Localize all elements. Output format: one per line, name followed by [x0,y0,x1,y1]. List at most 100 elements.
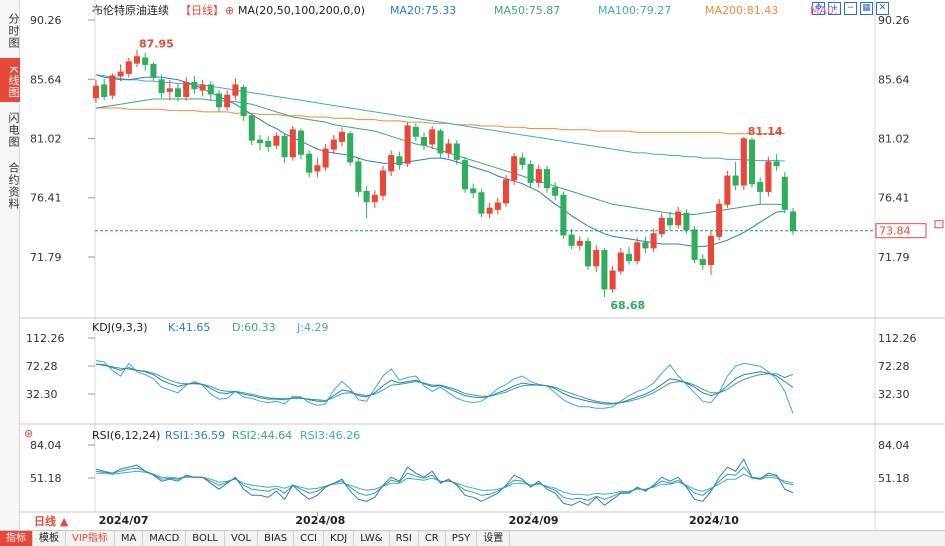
candle-down [666,217,674,226]
tab-flash[interactable]: 闪电图 [7,112,20,148]
kdj-title: KDJ(9,3,3) [92,321,148,334]
candle-up [273,135,280,146]
candle-up [765,161,772,192]
grid-icon[interactable]: ▦ [860,2,873,15]
date-axis: 2024/07 2024/08 2024/09 2024/10 [99,512,739,527]
price-annotations: 87.95 68.68 81.14 [139,38,783,312]
target-icon[interactable]: ⊛ [24,427,33,440]
date-label: 2024/10 [689,514,739,527]
bottom-tab-5[interactable]: MACD [143,531,187,546]
rsi-title: RSI(6,12,24) [92,429,160,442]
candle-down [552,187,559,196]
candle-down [789,211,797,232]
price-tick-right: 71.79 [878,251,910,264]
date-label: 2024/09 [509,514,559,527]
candle-down [732,175,739,186]
candle-up [232,84,239,96]
candle-down [543,169,551,189]
price-tick-left: 71.79 [30,251,62,264]
candle-down [568,234,575,246]
candle-down [150,63,157,78]
date-label: 2024/08 [295,514,345,527]
bottom-tab-3[interactable]: VIP指标 [66,531,115,546]
bottom-tab-11[interactable]: LW& [354,531,390,546]
kdj_k-line [95,363,794,405]
candle-down [478,192,485,214]
candle-down [281,135,288,158]
bottom-tab-15[interactable]: 设置 [477,531,511,546]
price-axis: 90.26 90.26 85.64 85.64 81.02 81.02 76.41 76.41… [30,14,910,264]
low-annotation: 68.68 [610,299,645,312]
price-tick-right: 76.41 [878,192,910,205]
current-price-box [875,223,927,239]
candle-up [617,252,624,272]
move-icon[interactable]: ✥ [812,2,825,15]
candle-down [240,86,247,117]
rsi1-label: RSI1:36.59 [165,429,225,442]
bottom-tab-8[interactable]: BIAS [258,531,295,546]
candle-up [322,148,329,168]
high-annotation: 87.95 [139,38,174,51]
candle-up [494,202,501,210]
ma0-label: MA0: [810,4,838,17]
ma200-line [96,107,785,135]
moving-averages [95,74,785,248]
period-selector-button[interactable]: 日线 ▲ [34,515,69,528]
candle-down [215,93,223,108]
sidebar: 分时图 K线图 闪电图 合约资料 [0,0,20,530]
tab-intraday[interactable]: 分时图 [7,13,20,49]
bottom-tab-1[interactable]: 指标 [0,531,33,546]
candle-down [420,137,428,146]
candle-up [445,143,452,154]
kdj-tick-left: 72.28 [26,360,58,373]
kdj-tick-right: 72.28 [878,360,910,373]
kdj-tick-left: 32.30 [26,388,58,401]
bottom-tab-10[interactable]: KDJ [324,531,355,546]
candle-down [584,240,592,267]
ma20-label: MA20:75.33 [390,4,456,17]
bottom-tab-12[interactable]: RSI [390,531,419,546]
candle-down [699,258,706,266]
bottom-tab-13[interactable]: CR [419,531,446,546]
rsi3-line [96,470,794,496]
candle-down [174,88,182,97]
candle-down [691,229,698,260]
zoom-out-icon[interactable]: − [844,2,857,15]
bottom-tab-9[interactable]: CCI [294,531,325,546]
tab-kline[interactable]: K线图 [0,58,20,102]
close-icon[interactable]: ✕ [876,2,889,15]
candle-up [371,194,378,203]
rsi2-line [95,466,794,501]
rsi2-label: RSI2:44.64 [232,429,292,442]
candle-down [748,139,756,185]
recent-high-annotation: 81.14 [748,125,783,138]
rsi-tick-left: 84.04 [30,439,62,452]
kdj-tick-right: 112.26 [878,332,917,345]
candle-down [256,139,264,144]
candle-up [511,156,518,181]
bottom-tab-14[interactable]: PSY [446,531,478,546]
kdj-lines [95,360,794,414]
candle-down [306,153,313,173]
candle-up [125,61,132,74]
candle-up [404,125,411,164]
candle-down [437,130,444,154]
candle-down [773,161,780,167]
candle-up [338,131,346,142]
price-tick-right: 90.26 [878,14,910,27]
zoom-in-icon[interactable]: + [828,2,841,15]
bottom-tab-6[interactable]: BOLL [186,531,225,546]
candle-up [634,242,641,262]
bottom-tab-7[interactable]: VOL [225,531,259,546]
chart-area[interactable]: 布伦特原油连续 【日线】 ⊕ MA(20,50,100,200,0,0) MA2… [20,0,945,530]
candle-down [519,157,526,165]
bottom-tab-2[interactable]: 模板 [33,531,66,546]
add-indicator-icon[interactable]: ⊕ [225,4,234,17]
candle-up [314,165,321,172]
period-tag: 【日线】 [180,3,224,17]
tab-contract-info[interactable]: 合约资料 [7,162,20,210]
candle-up [117,71,124,77]
ma100-label: MA100:79.27 [598,4,671,17]
candle-down [527,163,534,183]
bottom-tab-4[interactable]: MA [115,531,144,546]
